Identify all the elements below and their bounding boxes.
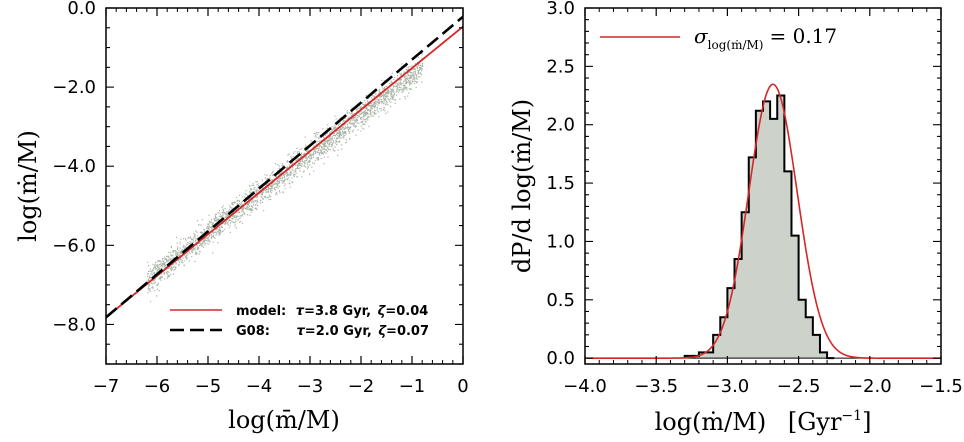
scatter-x-label: log(m̄/M) — [228, 406, 340, 434]
legend-sigma-label: σlog(ṁ/M) = 0.17 — [694, 24, 837, 52]
y-tick-label: 0.0 — [546, 348, 575, 369]
x-tick-label: −2.5 — [777, 376, 821, 397]
scatter-panel: −7 −6 −5 −4 −3 −2 −1 0 0.0 −2.0 −4.0 −6.0 −8.0 mode… — [14, 0, 469, 434]
scatter-legend: model: τ=3.8 Gyr, ζ=0.04 G08: τ=2.0 Gyr,… — [170, 304, 429, 339]
scatter-x-ticks: −7 −6 −5 −4 −3 −2 −1 0 — [93, 8, 469, 397]
y-tick-label: 2.0 — [546, 115, 575, 136]
histogram-bars — [585, 94, 941, 360]
x-tick-label: −2.0 — [848, 376, 892, 397]
x-tick-label: −2 — [348, 376, 375, 397]
y-tick-label: 0.5 — [546, 290, 575, 311]
histogram-fill — [684, 95, 835, 359]
x-tick-label: −7 — [93, 376, 120, 397]
histogram-legend: σlog(ṁ/M) = 0.17 — [600, 24, 837, 52]
histogram-y-ticks: 0.0 0.5 1.0 1.5 2.0 2.5 3.0 — [546, 0, 941, 369]
x-tick-label: 0 — [457, 376, 468, 397]
x-tick-label: −5 — [195, 376, 222, 397]
series-line-g08 — [106, 15, 463, 319]
scatter-y-ticks: 0.0 −2.0 −4.0 −6.0 −8.0 — [52, 0, 463, 365]
histogram-outline — [683, 94, 835, 360]
histogram-plot-frame — [584, 7, 942, 365]
legend-g08-label: G08: τ=2.0 Gyr, ζ=0.07 — [236, 324, 429, 339]
x-tick-label: −3.5 — [634, 376, 678, 397]
x-tick-label: −3 — [297, 376, 324, 397]
x-tick-label: −3.0 — [706, 376, 750, 397]
x-tick-label: −4.0 — [563, 376, 607, 397]
gaussian-fit — [585, 83, 941, 359]
y-tick-label: 1.5 — [546, 173, 575, 194]
y-tick-label: 0.0 — [67, 0, 96, 19]
x-tick-label: −1 — [399, 376, 426, 397]
legend-model-label: model: τ=3.8 Gyr, ζ=0.04 — [236, 304, 428, 319]
y-tick-label: −4.0 — [52, 156, 96, 177]
y-tick-label: 2.5 — [546, 56, 575, 77]
series-line-model — [106, 25, 463, 319]
histogram-x-ticks: −4.0 −3.5 −3.0 −2.5 −2.0 −1.5 — [563, 8, 963, 397]
scatter-points — [147, 52, 424, 303]
y-tick-label: −2.0 — [52, 77, 96, 98]
gaussian-fit-curve — [585, 83, 941, 359]
histogram-y-label: dP/d log(ṁ/M) — [508, 99, 536, 273]
histogram-panel: −4.0 −3.5 −3.0 −2.5 −2.0 −1.5 0.0 0.5 1.0 1.5 2.0… — [508, 0, 963, 436]
y-tick-label: −6.0 — [52, 235, 96, 256]
x-tick-label: −1.5 — [919, 376, 963, 397]
scatter-point-cloud — [147, 52, 424, 303]
y-tick-label: −8.0 — [52, 314, 96, 335]
fit-lines — [106, 15, 463, 319]
histogram-x-label: log(ṁ/M) [Gyr−1] — [655, 408, 872, 436]
x-tick-label: −4 — [246, 376, 273, 397]
y-tick-label: 3.0 — [546, 0, 575, 19]
scatter-y-label: log(ṁ/M) — [14, 130, 42, 242]
x-tick-label: −6 — [144, 376, 171, 397]
y-tick-label: 1.0 — [546, 231, 575, 252]
